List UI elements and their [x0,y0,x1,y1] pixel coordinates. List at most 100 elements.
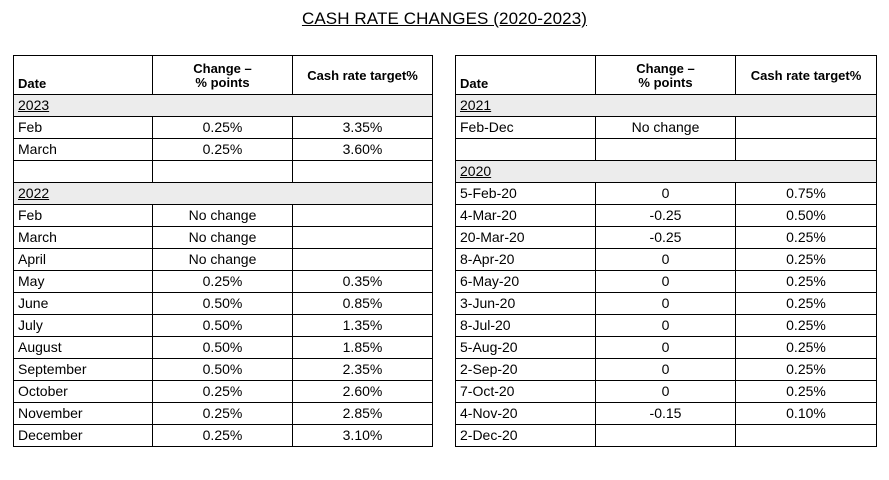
header-change-line2: % points [638,75,693,90]
cell-date: 2-Dec-20 [455,424,596,447]
table-row: 2-Dec-20 [455,424,877,447]
cell-date: 5-Aug-20 [455,336,596,359]
cell-date: 6-May-20 [455,270,596,293]
cell-date: 2-Sep-20 [455,358,596,381]
cell-change: 0.50% [152,358,293,381]
cell-date: October [13,380,153,403]
cell-rate: 0.35% [292,270,433,293]
year-label: 2022 [13,182,433,205]
cell-change: 0 [595,336,736,359]
table-row: Feb 0.25% 3.35% [13,116,433,139]
cell-rate: 3.35% [292,116,433,139]
cell-date: 7-Oct-20 [455,380,596,403]
cell-date: September [13,358,153,381]
cell-rate [292,204,433,227]
cell-change: 0 [595,380,736,403]
table-row: 2-Sep-20 0 0.25% [455,358,877,381]
cell-rate: 0.25% [735,358,877,381]
year-row: 2020 [455,160,877,183]
cash-rate-table-2020-2021: Date Change –% points Cash rate target% 202… [455,55,877,447]
header-row: Date Change –% points Cash rate target% [455,55,877,95]
table-row: April No change [13,248,433,271]
cell-change: No change [152,248,293,271]
header-change: Change –% points [152,55,293,95]
table-row: September 0.50% 2.35% [13,358,433,381]
empty-row [13,160,433,183]
cell-rate: 2.85% [292,402,433,425]
cell-date: Feb [13,116,153,139]
year-row: 2021 [455,94,877,117]
header-change-line1: Change – [636,61,695,76]
table-row: 6-May-20 0 0.25% [455,270,877,293]
cell-rate: 2.60% [292,380,433,403]
cell-change: -0.25 [595,204,736,227]
cell-rate [292,248,433,271]
year-row: 2022 [13,182,433,205]
table-row: March 0.25% 3.60% [13,138,433,161]
cell-change [595,424,736,447]
cell-change: 0 [595,358,736,381]
cell-change: 0.25% [152,424,293,447]
empty-row [455,138,877,161]
table-row: December 0.25% 3.10% [13,424,433,447]
header-date: Date [13,55,153,95]
cell-change: 0 [595,314,736,337]
cell-date: August [13,336,153,359]
cell-date: 3-Jun-20 [455,292,596,315]
table-row: 7-Oct-20 0 0.25% [455,380,877,403]
cell-rate: 0.85% [292,292,433,315]
cell-rate: 2.35% [292,358,433,381]
table-row: Feb No change [13,204,433,227]
cell-change: 0.25% [152,138,293,161]
empty-cell [13,160,153,183]
cell-change: -0.25 [595,226,736,249]
table-row: November 0.25% 2.85% [13,402,433,425]
cell-rate: 0.25% [735,226,877,249]
cell-rate: 0.25% [735,314,877,337]
year-label: 2023 [13,94,433,117]
table-row: May 0.25% 0.35% [13,270,433,293]
cell-change: 0.50% [152,336,293,359]
cell-rate: 0.25% [735,270,877,293]
left-table-body: Date Change –% points Cash rate target% 202… [13,55,433,447]
cell-change: -0.15 [595,402,736,425]
empty-cell [455,138,596,161]
cell-change: 0.25% [152,380,293,403]
cell-change: 0 [595,248,736,271]
header-date: Date [455,55,596,95]
cell-rate: 0.10% [735,402,877,425]
cell-date: 8-Jul-20 [455,314,596,337]
cell-change: No change [152,204,293,227]
table-row: 5-Feb-20 0 0.75% [455,182,877,205]
cell-rate: 3.60% [292,138,433,161]
cell-date: May [13,270,153,293]
header-change: Change –% points [595,55,736,95]
cell-rate [735,424,877,447]
empty-cell [735,138,877,161]
cell-change: No change [595,116,736,139]
header-row: Date Change –% points Cash rate target% [13,55,433,95]
cell-rate: 1.35% [292,314,433,337]
cell-change: No change [152,226,293,249]
cell-rate: 1.85% [292,336,433,359]
empty-cell [595,138,736,161]
table-row: August 0.50% 1.85% [13,336,433,359]
cell-date: 20-Mar-20 [455,226,596,249]
cell-rate: 0.25% [735,292,877,315]
cell-rate [735,116,877,139]
cell-date: November [13,402,153,425]
table-row: 3-Jun-20 0 0.25% [455,292,877,315]
cell-date: March [13,226,153,249]
cell-rate: 0.50% [735,204,877,227]
cell-rate: 0.75% [735,182,877,205]
cell-change: 0 [595,292,736,315]
table-row: Feb-Dec No change [455,116,877,139]
cell-change: 0 [595,182,736,205]
table-row: 8-Apr-20 0 0.25% [455,248,877,271]
cell-date: June [13,292,153,315]
year-label: 2021 [455,94,877,117]
cell-rate: 0.25% [735,248,877,271]
cell-date: 8-Apr-20 [455,248,596,271]
table-row: 8-Jul-20 0 0.25% [455,314,877,337]
cell-date: December [13,424,153,447]
